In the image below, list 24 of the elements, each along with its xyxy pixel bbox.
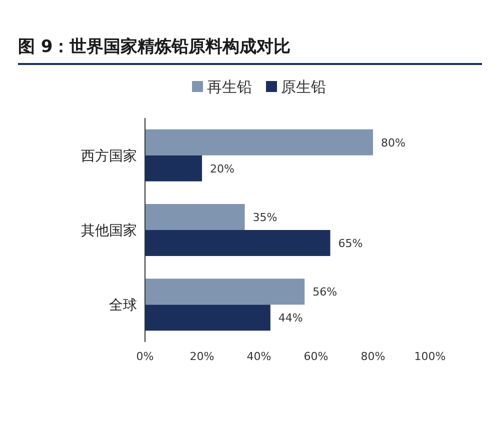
x-tick-label: 60% (304, 350, 328, 363)
x-tick-label: 20% (190, 350, 214, 363)
bar (145, 129, 373, 156)
bar (145, 278, 305, 305)
data-label: 80% (381, 136, 406, 150)
bar (145, 230, 330, 256)
y-tick-label: 西方国家 (81, 148, 137, 164)
bar (145, 204, 245, 230)
bar (145, 304, 270, 331)
legend-label: 原生铅 (281, 78, 326, 96)
data-label: 65% (338, 237, 363, 250)
y-tick-label: 全球 (109, 298, 137, 314)
data-label: 44% (278, 312, 303, 325)
data-label: 35% (252, 211, 278, 224)
chart-title: 图 9：世界国家精炼铅原料构成对比 (18, 37, 291, 57)
data-label: 20% (210, 162, 234, 176)
data-label: 56% (312, 286, 338, 299)
x-tick-label: 40% (246, 350, 272, 363)
bar (145, 155, 202, 182)
y-tick-label: 其他国家 (81, 223, 137, 239)
x-tick-label: 0% (136, 350, 154, 363)
x-tick-label: 100% (414, 350, 446, 363)
legend-label: 再生铅 (207, 78, 252, 96)
x-tick-label: 80% (360, 350, 386, 363)
